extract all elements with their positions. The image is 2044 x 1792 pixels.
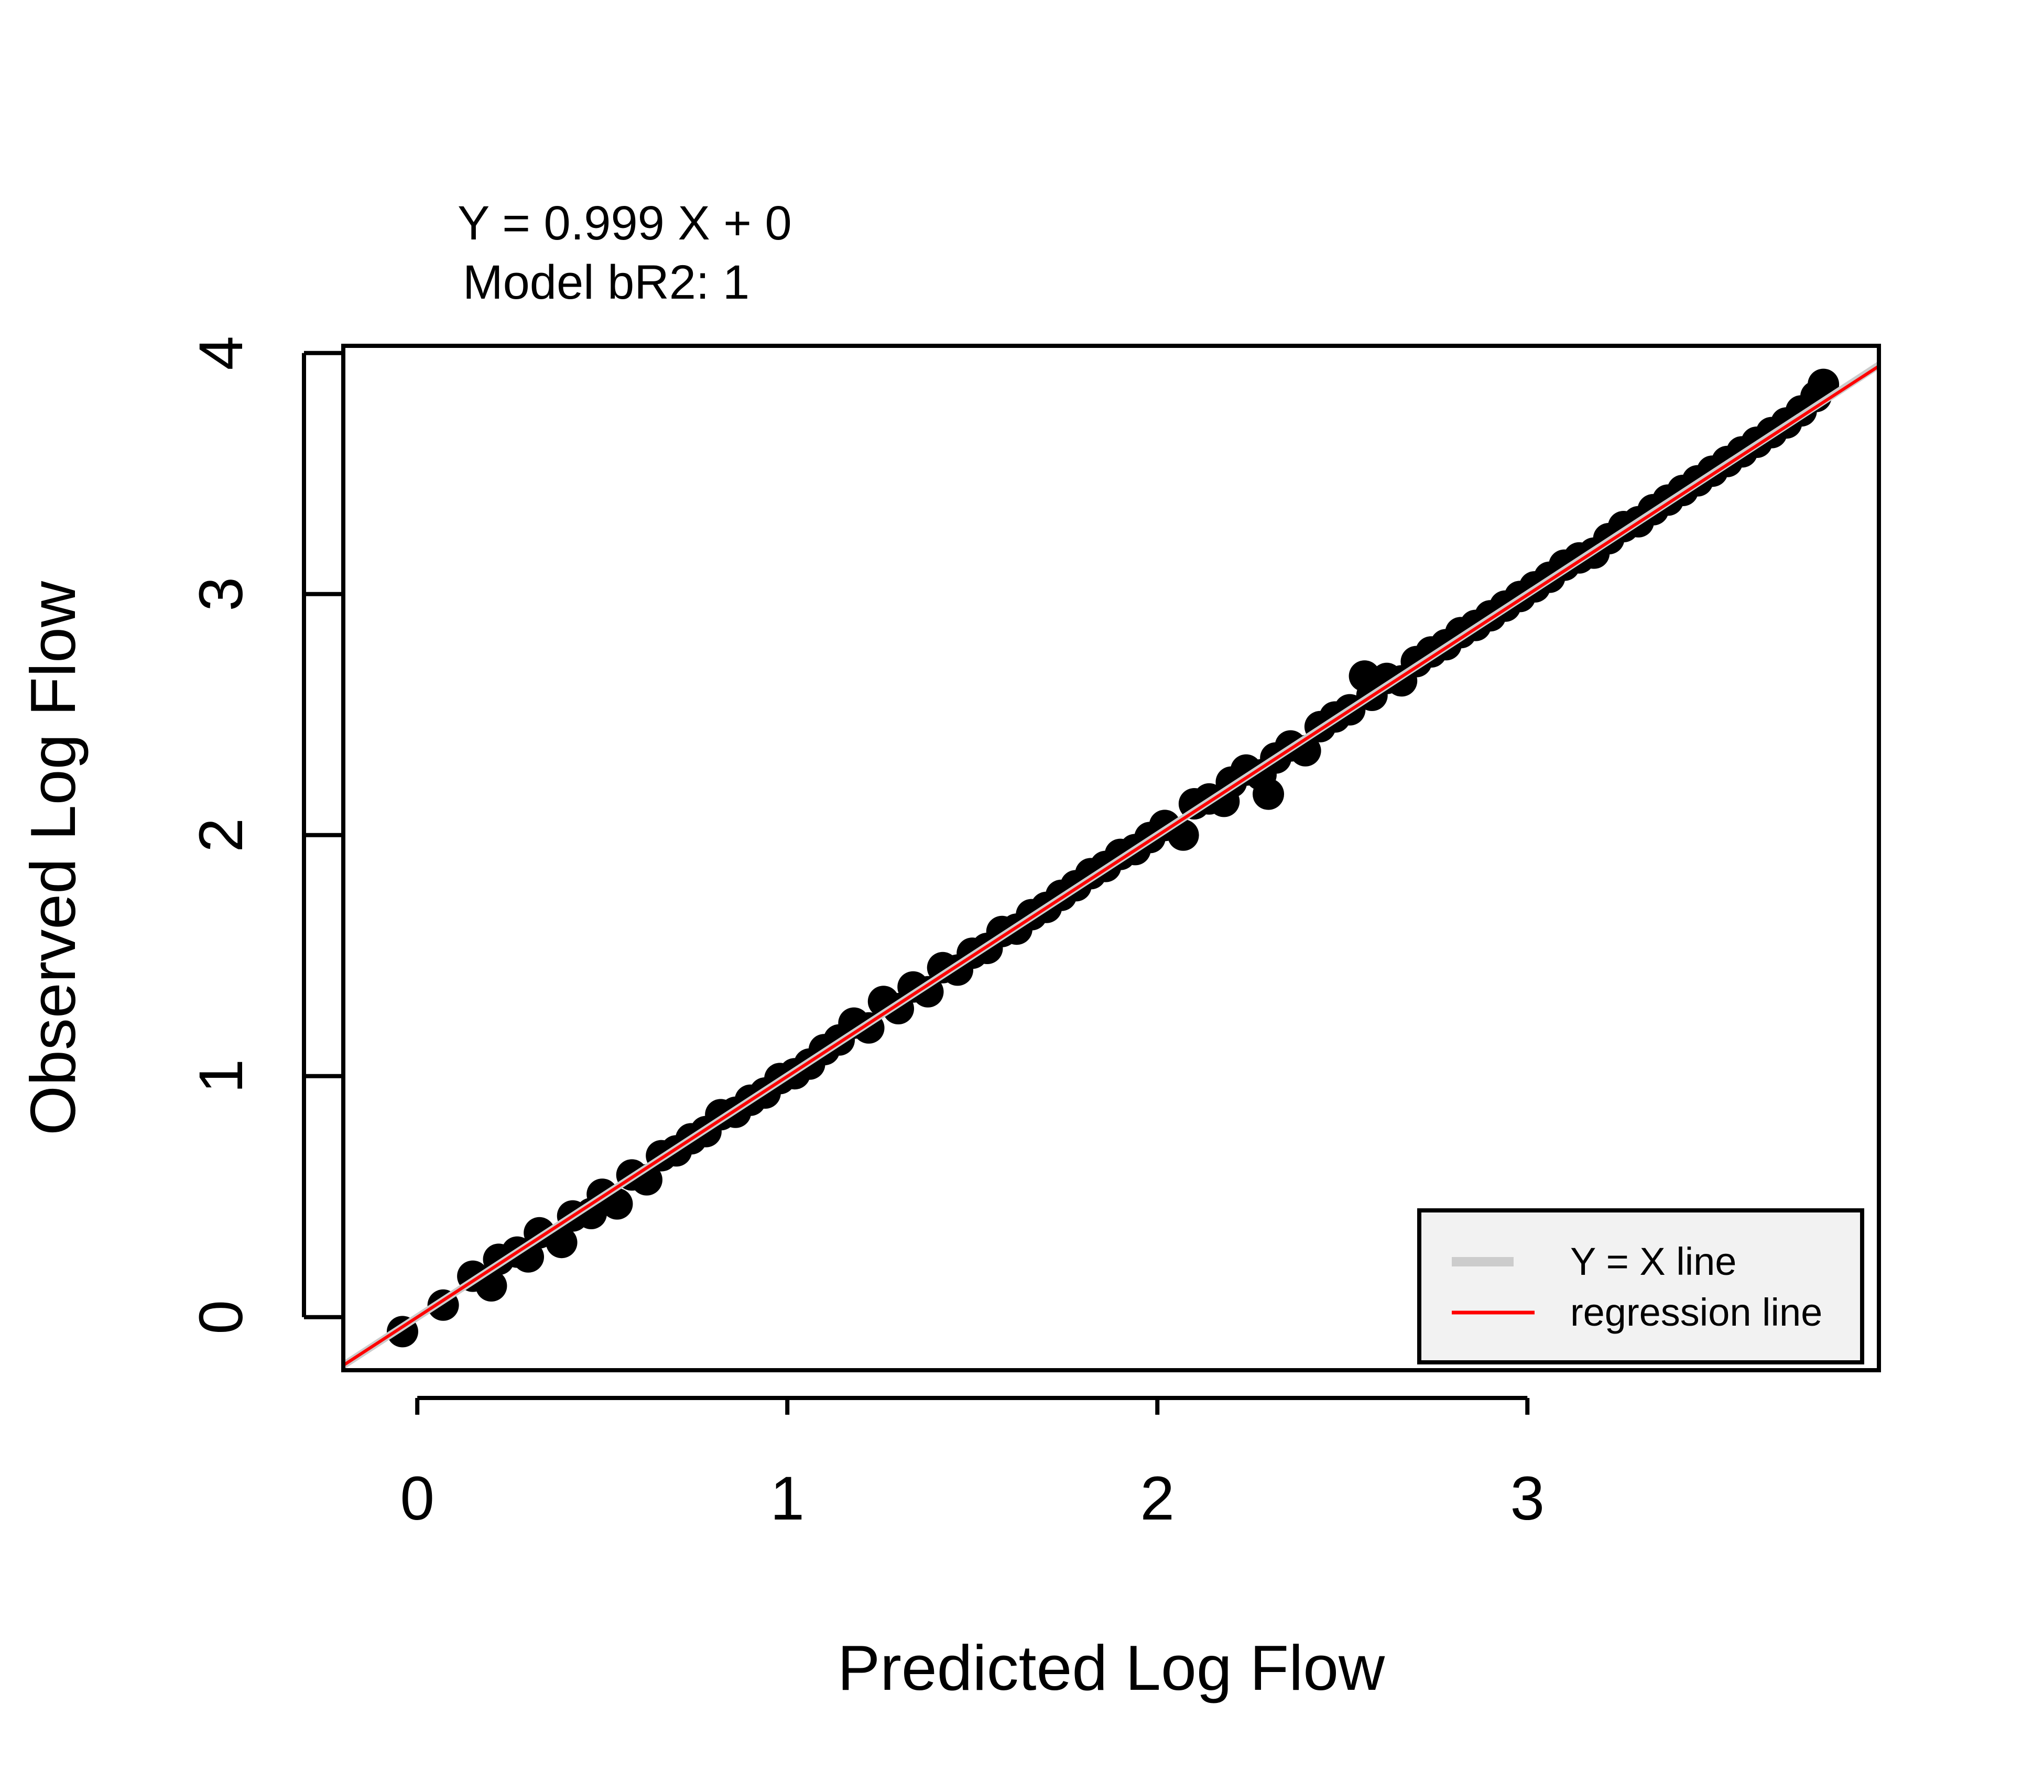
plot-region — [343, 362, 1879, 1369]
legend-box — [1417, 1208, 1864, 1364]
y-tick-label: 3 — [187, 577, 256, 611]
equation-annotation: Y = 0.999 X + 0 — [458, 196, 792, 250]
legend-label-regression: regression line — [1570, 1291, 1822, 1334]
regression-line — [343, 365, 1879, 1367]
y-axis-title: Observed Log Flow — [17, 581, 89, 1135]
legend-label-y-equals-x: Y = X line — [1570, 1240, 1736, 1283]
plot-frame — [341, 344, 1881, 1372]
y-tick-label: 4 — [187, 336, 256, 370]
x-tick-label: 0 — [400, 1464, 434, 1533]
x-tick-label: 2 — [1140, 1464, 1175, 1533]
data-point — [912, 976, 944, 1008]
data-points — [386, 368, 1840, 1348]
legend: Y = X line regression line — [1417, 1208, 1864, 1364]
x-tick-label: 1 — [770, 1464, 804, 1533]
y-tick-label: 1 — [187, 1059, 256, 1094]
x-axis-title: Predicted Log Flow — [838, 1632, 1385, 1703]
y-axis: 0 1 2 3 4 — [187, 336, 343, 1335]
data-point — [546, 1227, 578, 1259]
x-axis: 0 1 2 3 — [400, 1396, 1545, 1533]
fit-statistic-annotation: Model bR2: 1 — [463, 256, 749, 309]
data-point — [1253, 778, 1285, 810]
y-tick-label: 2 — [187, 818, 256, 853]
y-tick-label: 0 — [187, 1300, 256, 1335]
x-tick-label: 3 — [1510, 1464, 1545, 1533]
